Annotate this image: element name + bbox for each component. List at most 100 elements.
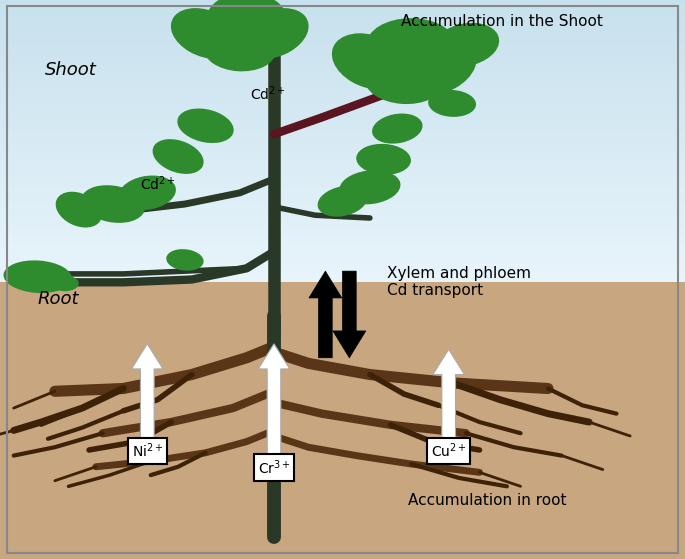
FancyArrow shape [258, 344, 290, 456]
Text: Cu$^{2+}$: Cu$^{2+}$ [431, 442, 466, 460]
Bar [0, 217, 685, 221]
Ellipse shape [81, 185, 145, 223]
Bar [0, 82, 685, 86]
Bar [0, 90, 685, 94]
Ellipse shape [3, 260, 72, 293]
Text: Root: Root [38, 290, 79, 308]
Ellipse shape [119, 176, 176, 210]
Text: Cd$^{2+}$: Cd$^{2+}$ [140, 174, 176, 193]
Bar [0, 16, 685, 21]
Bar [0, 57, 685, 61]
Text: Accumulation in root: Accumulation in root [408, 493, 566, 508]
Bar [0, 302, 685, 306]
Bar [0, 147, 685, 151]
Bar [0, 176, 685, 180]
Bar [0, 4, 685, 8]
Bar [0, 155, 685, 159]
Bar [0, 282, 685, 286]
Bar [0, 294, 685, 299]
Bar [0, 78, 685, 82]
FancyArrow shape [132, 344, 163, 439]
Ellipse shape [400, 39, 477, 95]
Ellipse shape [171, 8, 240, 59]
Bar [0, 21, 685, 25]
Bar [0, 8, 685, 12]
Bar [0, 221, 685, 225]
Ellipse shape [339, 170, 401, 205]
Ellipse shape [177, 108, 234, 143]
Ellipse shape [428, 90, 476, 117]
Bar [0, 196, 685, 200]
Bar [0, 184, 685, 188]
Bar [0, 262, 685, 266]
FancyArrow shape [433, 349, 464, 439]
Bar [0, 237, 685, 241]
Ellipse shape [318, 186, 367, 217]
Bar [0, 94, 685, 98]
Bar [0, 225, 685, 229]
Text: Cr$^{3+}$: Cr$^{3+}$ [258, 458, 290, 477]
Bar [0, 278, 685, 282]
Ellipse shape [51, 276, 79, 291]
Bar [0, 135, 685, 139]
Bar [0, 323, 685, 327]
Bar [0, 315, 685, 319]
Bar [0, 192, 685, 196]
Bar [0, 253, 685, 258]
Bar [0, 205, 685, 209]
Bar [0, 209, 685, 212]
Text: Xylem and phloem
Cd transport: Xylem and phloem Cd transport [387, 266, 531, 299]
Ellipse shape [239, 8, 309, 59]
Bar [0, 172, 685, 176]
Bar [0, 168, 685, 172]
Bar [0, 143, 685, 147]
Bar [0, 241, 685, 245]
Ellipse shape [55, 192, 102, 228]
Ellipse shape [204, 29, 275, 72]
Bar [0, 86, 685, 90]
Text: Shoot: Shoot [45, 61, 97, 79]
Text: Cd$^{2+}$: Cd$^{2+}$ [250, 85, 286, 103]
Bar [0, 45, 685, 49]
Ellipse shape [365, 58, 443, 104]
Bar [0, 258, 685, 262]
Bar [0, 119, 685, 122]
Bar [0, 286, 685, 290]
Bar [0, 188, 685, 192]
Polygon shape [0, 313, 685, 559]
Bar [0, 49, 685, 53]
Bar [0, 212, 685, 217]
FancyArrow shape [333, 271, 366, 358]
Bar [0, 290, 685, 294]
Bar [0, 180, 685, 184]
Bar [0, 122, 685, 127]
Bar [0, 245, 685, 249]
Ellipse shape [372, 113, 423, 144]
Bar [0, 266, 685, 270]
Text: Ni$^{2+}$: Ni$^{2+}$ [132, 442, 163, 460]
Bar [0, 131, 685, 135]
Ellipse shape [356, 144, 411, 175]
FancyArrow shape [309, 271, 342, 358]
Bar [0, 229, 685, 233]
Bar [0, 32, 685, 37]
Bar [0, 159, 685, 163]
Ellipse shape [366, 18, 456, 72]
Bar [0, 115, 685, 119]
Bar [0, 319, 685, 323]
Bar [0, 0, 685, 4]
Bar [0, 102, 685, 106]
Ellipse shape [332, 34, 408, 89]
Bar [0, 65, 685, 69]
Bar [0, 53, 685, 57]
Bar [0, 233, 685, 237]
Bar [0, 274, 685, 278]
Bar [0, 311, 685, 315]
Ellipse shape [432, 23, 499, 67]
Ellipse shape [166, 249, 203, 271]
Bar [0, 69, 685, 74]
Ellipse shape [207, 0, 286, 41]
Bar [0, 98, 685, 102]
Bar [0, 41, 685, 45]
Bar [0, 110, 685, 115]
